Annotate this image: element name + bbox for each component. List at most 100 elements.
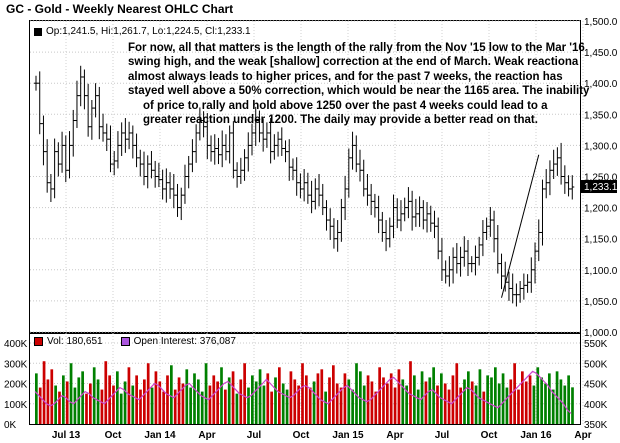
- annotation-line: greater reaction under 1200. The daily m…: [143, 114, 538, 127]
- price-y-tick-label: 1,400.0: [584, 79, 618, 90]
- volume-y-tick-label: 400K: [4, 339, 28, 350]
- volume-bar: [524, 381, 528, 424]
- volume-y-tick-label: 0K: [4, 420, 17, 431]
- volume-bar: [521, 371, 524, 424]
- volume-bar: [278, 367, 281, 424]
- volume-bar: [463, 379, 466, 424]
- volume-bar: [127, 367, 131, 424]
- volume-bar: [409, 361, 412, 424]
- volume-bar: [262, 385, 266, 424]
- volume-bar: [108, 375, 111, 424]
- volume-bar: [231, 371, 235, 424]
- oi-legend-text: Open Interest: 376,087: [133, 336, 236, 347]
- volume-bar: [96, 379, 100, 424]
- volume-bar: [35, 373, 38, 424]
- volume-bar: [270, 391, 273, 424]
- volume-bar: [243, 363, 246, 424]
- volume-bar: [436, 385, 439, 424]
- volume-bar: [567, 375, 570, 424]
- volume-bar: [181, 383, 185, 424]
- x-tick-label: Apr: [574, 430, 591, 441]
- volume-bar: [339, 387, 343, 424]
- x-tick-label: Jan 16: [520, 430, 552, 441]
- volume-bar: [258, 369, 262, 424]
- volume-bar: [370, 381, 374, 424]
- volume-bar: [451, 375, 455, 424]
- last-price-tag: 1,233.1: [584, 182, 618, 193]
- price-y-tick-label: 1,050.0: [584, 297, 618, 308]
- price-y-tick-label: 1,350.0: [584, 110, 618, 121]
- volume-bar: [548, 373, 551, 424]
- volume-bar: [397, 369, 401, 424]
- last-price-tag-bg: [581, 180, 617, 194]
- volume-bar: [532, 385, 536, 424]
- volume-bar: [332, 365, 335, 424]
- volume-bar: [486, 375, 489, 424]
- volume-bar: [65, 381, 69, 424]
- volume-bar: [571, 387, 574, 424]
- volume-bar: [447, 389, 451, 424]
- volume-bar: [320, 369, 324, 424]
- volume-bar: [123, 381, 127, 424]
- volume-bar: [382, 377, 385, 424]
- volume-y-tick-label: 300K: [4, 359, 28, 370]
- volume-bar: [77, 377, 81, 424]
- x-tick-label: Jul: [435, 430, 450, 441]
- volume-bar: [413, 375, 416, 424]
- volume-bar: [347, 379, 351, 424]
- volume-bar: [308, 387, 312, 424]
- volume-bar: [143, 379, 146, 424]
- vol-legend-text: Vol: 180,651: [47, 336, 103, 347]
- volume-bar: [50, 369, 54, 424]
- volume-bar: [470, 381, 474, 424]
- volume-bar: [197, 379, 200, 424]
- volume-bar: [204, 363, 208, 424]
- volume-bar: [150, 387, 154, 424]
- annotation-line: stayed well above a 50% correction, whic…: [128, 85, 590, 98]
- volume-bar: [251, 375, 254, 424]
- volume-y-tick-label: 100K: [4, 400, 28, 411]
- volume-bar: [405, 385, 408, 424]
- volume-bar: [146, 363, 150, 424]
- volume-bar: [58, 391, 61, 424]
- volume-bar: [73, 387, 77, 424]
- volume-bar: [517, 389, 520, 424]
- volume-bar: [131, 385, 135, 424]
- price-y-tick-label: 1,250.0: [584, 173, 618, 184]
- volume-bar: [220, 367, 223, 424]
- volume-bar: [200, 391, 204, 424]
- chart-title: GC - Gold - Weekly Nearest OHLC Chart: [6, 2, 234, 16]
- oi-y-tick-label: 350K: [584, 420, 608, 431]
- volume-bar: [355, 363, 358, 424]
- price-y-tick-label: 1,300.0: [584, 141, 618, 152]
- volume-bar: [351, 389, 354, 424]
- x-tick-label: Apr: [386, 430, 403, 441]
- volume-bar: [335, 383, 339, 424]
- volume-bar: [478, 369, 482, 424]
- volume-bar: [428, 377, 432, 424]
- price-y-tick-label: 1,150.0: [584, 235, 618, 246]
- volume-bar: [166, 375, 169, 424]
- oi-y-tick-label: 500K: [584, 359, 608, 370]
- volume-bar: [89, 383, 92, 424]
- volume-bar: [513, 363, 516, 424]
- volume-bar: [301, 363, 304, 424]
- volume-bar: [474, 385, 478, 424]
- volume-bar: [177, 377, 181, 424]
- x-tick-label: Jul: [247, 430, 262, 441]
- volume-bar: [482, 391, 486, 424]
- ohlc-swatch: [34, 27, 42, 36]
- volume-bar: [239, 379, 243, 424]
- x-tick-label: Jan 15: [332, 430, 364, 441]
- x-tick-label: Oct: [481, 430, 498, 441]
- volume-bar: [536, 367, 540, 424]
- volume-bar: [401, 379, 405, 424]
- oi-y-tick-label: 550K: [584, 339, 608, 350]
- volume-bar: [247, 387, 250, 424]
- volume-bar: [324, 391, 327, 424]
- volume-bar: [316, 373, 320, 424]
- volume-bar: [509, 379, 513, 424]
- volume-bar: [208, 385, 212, 424]
